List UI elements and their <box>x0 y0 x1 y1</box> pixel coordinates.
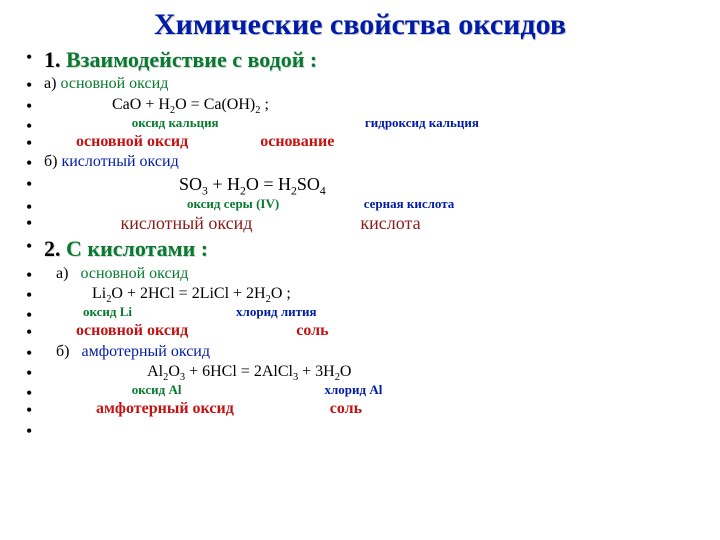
acidic-acid-line: • кислотный оксид кислота <box>18 212 702 235</box>
a2-basic-oxide: • а) основной оксид <box>18 264 702 284</box>
al2o3-names: • оксид Al хлорид Al <box>18 382 702 399</box>
amph-oxide-2: амфотерный оксид <box>96 400 234 417</box>
basic-foundation: • основной оксид основание <box>18 132 702 152</box>
li2o-equation: • Li2O + 2HCl = 2LiCl + 2H2O ; <box>18 284 702 304</box>
b-label: б) <box>44 153 61 170</box>
oxide-ca-name: оксид кальция <box>132 115 219 130</box>
sec2-title: С кислотами : <box>66 236 208 261</box>
a-basic-oxide: • а) основной оксид <box>18 74 702 94</box>
basic-salt: • основной оксид соль <box>18 321 702 341</box>
basic-oxide-2: основной оксид <box>76 133 188 150</box>
cao-part-a: CaO + H <box>112 96 170 113</box>
b-acidic-oxide: • б) кислотный оксид <box>18 152 702 172</box>
slide-title: Химические свойства оксидов <box>18 8 702 42</box>
basic-oxide-4: основной оксид <box>76 322 188 339</box>
bullet-icon: • <box>26 420 32 443</box>
cao-semicolon: ; <box>260 96 268 113</box>
basic-oxide-label: основной оксид <box>60 75 168 92</box>
salt-2: соль <box>330 400 362 417</box>
so3-equation: • SO3 + H2O = H2SO4 <box>18 173 702 196</box>
a-label: а) <box>44 75 60 92</box>
section-2-heading: • 2. С кислотами : <box>18 235 702 263</box>
section-1-heading: • 1. Взаимодействие с водой : <box>18 46 702 74</box>
acid-word: кислота <box>360 213 420 233</box>
oxide-s-name: оксид серы (IV) <box>187 196 279 211</box>
bullet-icon: • <box>26 235 32 258</box>
oxide-al-name: оксид Al <box>132 382 182 397</box>
slide-root: Химические свойства оксидов • 1. Взаимод… <box>0 0 720 540</box>
li2o-names: • оксид Li хлорид лития <box>18 304 702 321</box>
al2o3-equation: • Al2O3 + 6HCl = 2AlCl3 + 3H2O <box>18 362 702 382</box>
bullet-icon: • <box>26 212 32 235</box>
sec2-num: 2. <box>44 236 66 261</box>
cao-names: • оксид кальция гидроксид кальция <box>18 115 702 132</box>
cao-equation: • CaO + H2O = Ca(OH)2 ; <box>18 95 702 115</box>
acid-s-name: серная кислота <box>364 196 455 211</box>
so3-names: • оксид серы (IV) серная кислота <box>18 196 702 213</box>
sec1-title: Взаимодействие с водой : <box>66 47 317 72</box>
chloride-al-name: хлорид Al <box>325 382 383 397</box>
bullet-icon: • <box>26 46 32 69</box>
sec1-num: 1. <box>44 47 66 72</box>
cao-pad <box>44 96 112 113</box>
cao-part-b: O = Ca(OH) <box>175 96 255 113</box>
oxide-li-name: оксид Li <box>83 304 132 319</box>
bullet-icon: • <box>26 173 32 196</box>
b2-amph-oxide: • б) амфотерный оксид <box>18 342 702 362</box>
salt-1: соль <box>296 322 328 339</box>
amph-salt: • амфотерный оксид соль <box>18 399 702 419</box>
foundation-label: основание <box>260 133 334 150</box>
amph-oxide-label: амфотерный оксид <box>81 343 210 360</box>
acidic-oxide-label: кислотный оксид <box>61 153 178 170</box>
acidic-oxide-2: кислотный оксид <box>121 213 253 233</box>
hydroxide-ca-name: гидроксид кальция <box>365 115 479 130</box>
chloride-li-name: хлорид лития <box>236 304 317 319</box>
basic-oxide-3: основной оксид <box>80 265 188 282</box>
